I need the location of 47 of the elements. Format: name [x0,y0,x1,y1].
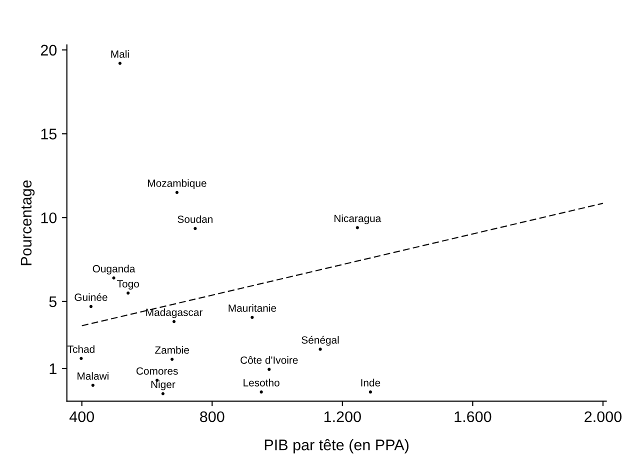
data-label: Zambie [155,346,189,354]
y-tick-label: 15 [41,128,57,140]
data-label: Lesotho [244,378,280,386]
data-label: Comores [136,367,178,375]
data-label: Madagascar [146,308,203,318]
data-label: Nicaragua [334,214,382,224]
data-label: Malawi [78,372,108,380]
point [89,304,93,308]
data-label: Mali [111,50,129,58]
point [260,390,263,394]
point [80,356,83,360]
point [118,62,122,65]
data-label: Côte d'Ivoire [240,356,298,364]
data-label: Mozambique [148,179,206,189]
point [170,358,174,361]
point [194,226,197,230]
x-tick-label: 2.000 [584,411,622,422]
x-tick-label: 1.200 [324,411,361,422]
data-label: Soudan [178,215,212,223]
data-label: Sénégal [302,336,339,346]
data-label: Togo [117,280,139,290]
data-label: Mauritanie [228,304,276,312]
point [91,384,94,387]
point [172,320,176,324]
y-axis-title: Pourcentage [20,180,35,266]
x-tick-label: 800 [200,411,224,422]
y-tick-label: 1 [50,364,56,374]
point [268,368,271,371]
x-tick-label: 400 [69,411,94,422]
point [318,348,322,351]
data-label: Ouganda [92,264,136,274]
point [368,390,372,394]
point [112,276,116,280]
point [161,392,165,396]
x-tick-label: 1.600 [454,411,492,422]
y-tick-label: 20 [40,44,57,56]
y-tick-label: 10 [41,212,57,224]
data-label: Tchad [68,345,94,353]
y-tick-label: 5 [49,296,57,308]
x-axis-title: PIB par tête (en PPA) [264,439,409,454]
point [175,190,179,194]
data-label: Guinée [74,293,108,301]
point [250,316,254,319]
data-label: Inde [361,378,380,386]
data-label: Niger [151,380,176,390]
point [356,226,359,230]
point [126,292,130,295]
